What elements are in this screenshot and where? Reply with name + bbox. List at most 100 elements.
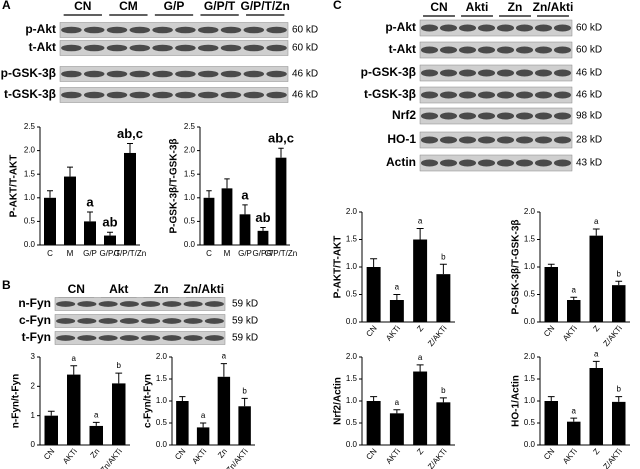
blot-band [534,112,553,120]
y-axis-label: P-AKT/T-AKT [9,155,20,218]
error-bar [615,280,623,286]
x-tick-label: CN [364,447,378,462]
y-tick-label: 1.0 [156,396,168,405]
blot-band [106,44,128,52]
blot-band [439,46,458,54]
error-bar [220,363,227,377]
x-tick-label: Z [415,324,425,334]
y-tick-label: 1.5 [524,235,536,244]
blot-band [515,24,534,32]
blot-band [141,335,161,341]
blot-size: 98 kD [576,111,602,122]
y-tick-label: 3 [31,352,36,361]
y-tick-label: 0.0 [24,240,36,249]
blot-band [553,69,572,77]
bar [567,300,581,322]
error-bar [370,258,378,267]
blot-band [220,26,242,34]
y-tick-label: 0.0 [346,440,358,449]
x-tick-label: Zn [88,447,101,460]
y-axis-label: Nrf2/Actin [333,377,344,425]
error-bar [615,396,623,402]
blot-band [152,44,173,52]
y-tick-label: 0.5 [346,418,358,427]
bar [89,425,103,445]
y-tick-label: 1.5 [524,374,536,383]
group-label: Zn/Akti [533,0,574,14]
bar [84,221,96,245]
bar [389,413,404,445]
y-tick-label: 1.5 [346,235,358,244]
blot-band [141,318,161,324]
bar [221,188,233,245]
blot-strip [419,64,573,82]
group-label: CN [74,0,91,13]
y-tick-label: 2.0 [524,207,536,216]
y-tick-label: 1.0 [184,193,196,202]
blot-band [515,69,534,77]
blot-label: n-Fyn [18,296,51,310]
y-tick-label: 0.0 [184,240,196,249]
y-tick-label: 0.5 [184,217,196,226]
blot-strip [54,314,226,328]
bar [612,285,626,322]
y-tick-label: 0.5 [156,418,168,427]
bar-label: a [72,354,77,363]
blot-band [534,46,553,54]
error-bar [200,422,207,428]
blot-band [162,335,182,341]
panel-letter: A [2,0,11,12]
blot-band [56,318,76,324]
y-tick-label: 0 [31,440,36,449]
bar-label: a [86,194,94,209]
blot-band [197,44,219,52]
blot-band [496,91,515,99]
blot-band [496,136,515,144]
bar [567,421,581,445]
blot-band [119,335,139,341]
blot-band [553,46,572,54]
error-bar [47,190,53,198]
error-bar [278,147,284,158]
blot-band [129,44,151,52]
blot-band [420,112,439,120]
error-bar [241,397,248,407]
blot-band [515,46,534,54]
blot-band [515,136,534,144]
blot-band [266,26,287,34]
blot-strip [419,19,573,37]
blot-band [83,44,105,52]
blot-band [496,159,515,167]
x-tick-label: Z/AKTi [601,324,624,348]
blot-band [458,159,477,167]
blot-band [98,318,118,324]
blot-label: p-Akt [385,20,416,34]
x-tick-label: AKTi [561,447,579,466]
blot-band [98,335,118,341]
x-tick-label: Zn [216,447,229,460]
y-tick-label: 0.0 [524,317,536,326]
group-label: CM [119,0,138,13]
blot-band [420,24,439,32]
blot-size: 59 kD [232,333,258,344]
y-tick-label: 2.5 [24,122,36,131]
blot-strip [419,131,573,149]
y-tick-label: 2.0 [184,146,196,155]
group-label: G/P [164,0,185,13]
x-tick-label: G/P/T [253,249,274,258]
error-bar [115,372,123,384]
blot-label: p-GSK-3β [361,65,416,79]
blot-band [61,26,82,34]
bar-label: b [117,361,122,370]
blot-label: Actin [386,155,416,169]
blot-band [266,91,287,99]
blot-size: 46 kD [292,90,318,101]
y-tick-label: 1 [31,411,36,420]
x-tick-label: G/P/T/Zn [114,249,146,258]
error-bar [67,166,73,177]
error-bar [570,296,578,300]
blot-label: t-GSK-3β [4,87,56,101]
blot-size: 59 kD [232,316,258,327]
blot-band [61,44,82,52]
blot-band [56,335,76,341]
